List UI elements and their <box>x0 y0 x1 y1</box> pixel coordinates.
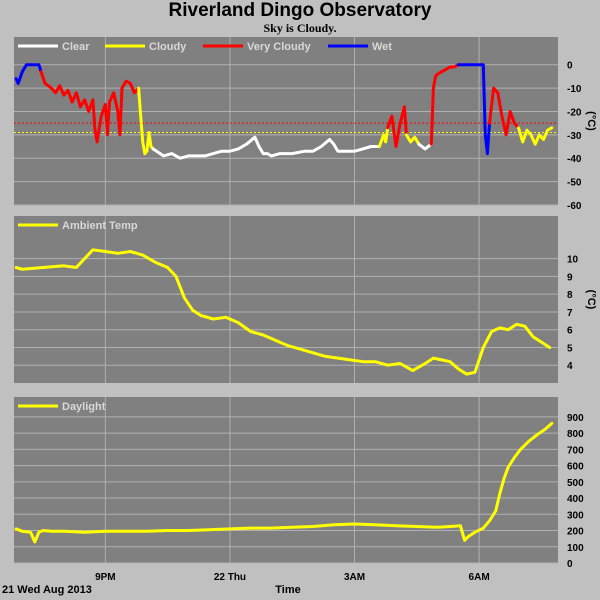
sky-series-line <box>488 86 520 137</box>
sky-y-tick-label: -40 <box>567 154 582 165</box>
sky-y-tick-label: -10 <box>567 84 582 95</box>
footer-date: 21 Wed Aug 2013 <box>2 584 92 596</box>
sky-legend-label: Cloudy <box>149 41 187 53</box>
sky-series-line <box>14 63 43 85</box>
page-subtitle: Sky is Cloudy. <box>263 21 337 35</box>
sky-y-tick-label: 0 <box>567 61 573 72</box>
sky-series-line <box>151 135 381 160</box>
daylight-y-tick-label: 900 <box>567 413 584 424</box>
ambient-y-tick-label: 9 <box>567 272 573 283</box>
sky-y-tick-label: -50 <box>567 178 582 189</box>
sky-series-line <box>404 133 421 146</box>
sky-unit-label: (°C) <box>585 111 597 131</box>
sky-y-tick-label: -30 <box>567 131 582 142</box>
sky-legend-label: Very Cloudy <box>247 41 311 53</box>
sky-series-line <box>39 70 141 144</box>
ambient-y-tick-label: 8 <box>567 290 573 301</box>
x-tick-label: 9PM <box>95 572 116 583</box>
sky-y-tick-label: -60 <box>567 201 582 212</box>
ambient-y-tick-label: 5 <box>567 343 573 354</box>
sky-series-line <box>517 126 554 146</box>
ambient-legend-label: Ambient Temp <box>62 220 138 232</box>
daylight-y-tick-label: 200 <box>567 527 584 538</box>
sky-y-tick-label: -20 <box>567 107 582 118</box>
sky-legend-label: Clear <box>62 41 90 53</box>
daylight-plot-background <box>14 397 558 563</box>
ambient-y-tick-label: 10 <box>567 255 579 266</box>
x-tick-label: 22 Thu <box>214 572 246 583</box>
daylight-y-tick-label: 500 <box>567 478 584 489</box>
ambient-y-tick-label: 4 <box>567 361 573 372</box>
daylight-y-tick-label: 400 <box>567 494 584 505</box>
daylight-y-tick-label: 0 <box>567 559 573 570</box>
daylight-series-line <box>14 421 554 544</box>
sky-series-line <box>456 63 491 156</box>
sky-series-line <box>386 105 408 148</box>
sky-legend-label: Wet <box>372 41 392 53</box>
x-tick-label: 3AM <box>344 572 365 583</box>
sky-series-line <box>417 142 433 151</box>
x-tick-label: 6AM <box>469 572 490 583</box>
ambient-series-line <box>14 248 552 376</box>
ambient-y-tick-label: 6 <box>567 326 573 337</box>
daylight-y-tick-label: 300 <box>567 510 584 521</box>
daylight-y-tick-label: 700 <box>567 445 584 456</box>
sky-series-line <box>137 86 155 156</box>
daylight-y-tick-label: 600 <box>567 462 584 473</box>
daylight-y-tick-label: 100 <box>567 543 584 554</box>
page-title: Riverland Dingo Observatory <box>168 0 432 21</box>
daylight-legend-label: Daylight <box>62 401 106 413</box>
daylight-y-tick-label: 800 <box>567 429 584 440</box>
ambient-plot-background <box>14 216 558 383</box>
sky-series-line <box>429 63 460 146</box>
ambient-y-tick-label: 7 <box>567 308 573 319</box>
sky-series-line <box>377 126 390 148</box>
ambient-unit-label: (°C) <box>585 290 597 310</box>
footer-xlabel: Time <box>275 584 301 596</box>
